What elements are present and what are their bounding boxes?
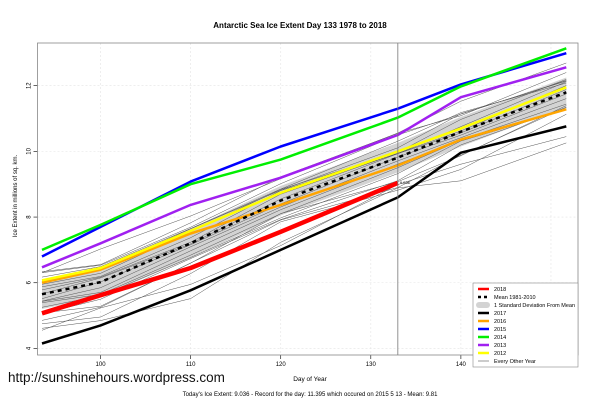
series-line-2017 [41,125,567,345]
legend-label: 2013 [494,343,506,349]
watermark-url: http://sunshinehours.wordpress.com [8,370,225,385]
y-tick-label: 6 [27,280,33,284]
other-year-line [41,107,567,315]
x-tick-label: 140 [456,362,467,368]
series-line-2016 [41,108,567,284]
legend-label: 2016 [494,319,506,325]
x-tick-label: 120 [276,362,287,368]
legend-label: Every Other Year [494,359,536,365]
other-year-line [41,82,567,278]
chart-title: Antarctic Sea Ice Extent Day 133 1978 to… [213,21,387,30]
series-line-2012 [41,86,567,282]
series-line-2014 [41,47,567,252]
y-tick-label: 12 [27,82,33,89]
other-year-line [41,98,567,302]
x-tick-label: 130 [366,362,377,368]
series-line-2018 [41,180,399,316]
legend-label: 2015 [494,327,506,333]
other-year-line [41,80,567,273]
other-year-line [41,142,567,329]
y-tick-label: 10 [27,147,33,154]
other-year-line [41,106,567,321]
series-line-mean-1981-2010 [41,91,567,296]
x-tick-label: 100 [96,362,107,368]
legend-label: 1 Standard Deviation From Mean [494,303,575,309]
footer-stats: Today's Ice Extent: 9.036 - Record for t… [183,392,439,398]
current-value-label: 9.036 [400,180,411,185]
legend-label: 2014 [494,335,506,341]
y-tick-label: 4 [27,346,33,350]
legend-box [472,282,579,368]
legend-label: Mean 1981-2010 [494,295,536,301]
other-year-line [41,81,567,288]
legend-label: 2018 [494,287,506,293]
legend-label: 2017 [494,311,506,317]
x-tick-label: 110 [186,362,196,368]
plot-frame [37,42,579,356]
other-year-line [41,79,567,285]
series-line-2015 [41,52,567,258]
legend-label: 2012 [494,351,506,357]
y-axis-label: Ice Extent in millions of sq. km. [13,154,19,237]
legend-swatch [476,302,490,308]
other-year-line [41,105,567,314]
x-axis-label: Day of Year [293,376,327,383]
y-tick-label: 8 [27,215,33,219]
other-year-line [41,113,567,325]
series-line-2013 [41,66,567,269]
other-year-line [41,136,567,331]
